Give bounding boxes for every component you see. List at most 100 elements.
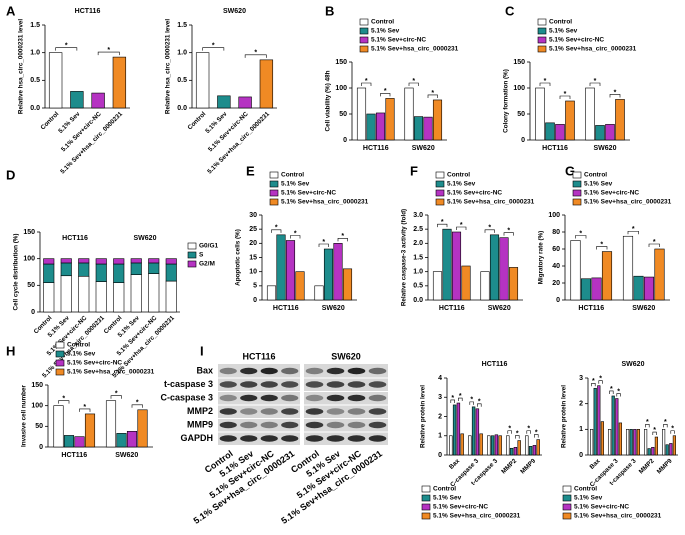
significance-bracket <box>648 243 660 247</box>
legend-label: 5.1% Sev <box>574 495 603 502</box>
x-tick-label: HCT116 <box>363 145 389 152</box>
legend-label: 5.1% Sev+circ-NC <box>584 190 639 197</box>
bar <box>452 404 457 456</box>
significance-label: * <box>653 427 656 434</box>
panel-letter: H <box>6 343 15 358</box>
y-tick-label: 0.0 <box>30 105 40 112</box>
legend-swatch <box>537 36 547 44</box>
significance-label: * <box>451 395 454 402</box>
blot-band <box>347 421 366 429</box>
y-tick-label: 40 <box>552 263 560 270</box>
legend-swatch <box>435 171 445 179</box>
legend-label: 5.1% Sev+hsa_circ_0000231 <box>67 369 155 376</box>
legend-label: Control <box>281 172 304 179</box>
bar-segment <box>43 282 55 313</box>
legend-swatch <box>572 171 582 179</box>
legend-swatch <box>537 27 547 35</box>
bar-segment <box>43 258 55 265</box>
bar-segment <box>165 280 177 313</box>
y-tick-label: 150 <box>513 59 525 66</box>
blot-row-label: GAPDH <box>180 433 213 443</box>
bar <box>442 228 452 301</box>
significance-label: * <box>115 391 118 398</box>
significance-bracket <box>456 226 467 230</box>
bar <box>84 413 96 448</box>
blot-band <box>281 421 299 429</box>
bar <box>385 98 395 141</box>
significance-bracket <box>645 424 650 428</box>
blot-band <box>368 408 387 415</box>
significance-bracket <box>318 243 329 247</box>
bar <box>585 87 595 141</box>
x-tick-label: SW620 <box>412 145 435 152</box>
significance-label: * <box>62 396 65 403</box>
y-tick-label: 15 <box>249 254 257 261</box>
blot-band <box>260 421 278 429</box>
blot-band <box>347 381 366 388</box>
legend-swatch <box>435 189 445 197</box>
significance-bracket <box>507 430 512 434</box>
y-axis-label: Cell viability (%) 48h <box>325 70 332 131</box>
bar <box>615 99 625 141</box>
bar <box>570 240 581 301</box>
bar <box>647 448 651 456</box>
legend-swatch <box>562 485 572 493</box>
panel-letter: A <box>6 3 16 18</box>
significance-bracket <box>670 430 675 434</box>
y-tick-label: 1.5 <box>30 22 40 29</box>
x-tick-label: HCT116 <box>273 305 299 312</box>
legend-swatch <box>187 251 197 259</box>
bar <box>643 429 648 456</box>
bar <box>506 435 510 456</box>
legend-label: S <box>199 252 204 259</box>
bar <box>48 52 63 109</box>
legend-swatch <box>421 485 431 493</box>
bar <box>91 92 105 109</box>
legend-label: 5.1% Sev+circ-NC <box>67 360 122 367</box>
y-tick-label: 100 <box>23 256 35 263</box>
legend-label: Control <box>574 486 597 493</box>
bar <box>565 100 575 141</box>
legend-label: 5.1% Sev+circ-NC <box>433 504 488 511</box>
legend-swatch <box>359 18 369 26</box>
bar <box>480 271 490 301</box>
bar <box>499 237 509 301</box>
legend-swatch <box>187 242 197 250</box>
y-axis-label: Relative hsa_circ_0000231 level <box>18 19 25 114</box>
legend-swatch <box>421 512 431 520</box>
significance-label: * <box>535 429 538 436</box>
y-tick-label: 5 <box>253 283 257 290</box>
bar <box>314 285 324 301</box>
y-tick-label: 3 <box>579 375 583 382</box>
y-tick-label: 25 <box>249 226 257 233</box>
significance-label: * <box>275 225 278 232</box>
bar <box>456 402 461 456</box>
blot-band <box>260 408 278 415</box>
blot-band <box>260 435 278 442</box>
y-tick-label: 0.0 <box>413 297 423 304</box>
bar-segment <box>95 281 107 313</box>
legend-label: Control <box>67 342 90 349</box>
legend-label: 5.1% Sev <box>433 495 462 502</box>
blot-row-label: C-caspase 3 <box>160 392 213 402</box>
panel-letter: D <box>6 167 15 182</box>
legend-label: Control <box>549 19 572 26</box>
bar <box>545 122 555 141</box>
significance-label: * <box>594 78 597 85</box>
y-tick-label: 20 <box>552 280 560 287</box>
bar-segment <box>113 263 125 283</box>
bar <box>342 268 353 301</box>
blot-row-label: MMP9 <box>187 419 213 429</box>
bar <box>601 251 613 301</box>
significance-bracket <box>110 395 122 399</box>
x-tick-label: MMP9 <box>519 457 537 475</box>
bar <box>323 248 334 301</box>
blot-band <box>305 381 324 388</box>
significance-bracket <box>627 230 639 235</box>
significance-bracket <box>616 393 621 397</box>
chart-title: SW620 <box>223 8 246 15</box>
bar <box>633 429 637 456</box>
legend-swatch <box>55 359 65 367</box>
legend-label: 5.1% Sev+circ-NC <box>281 190 336 197</box>
bar <box>105 400 117 448</box>
